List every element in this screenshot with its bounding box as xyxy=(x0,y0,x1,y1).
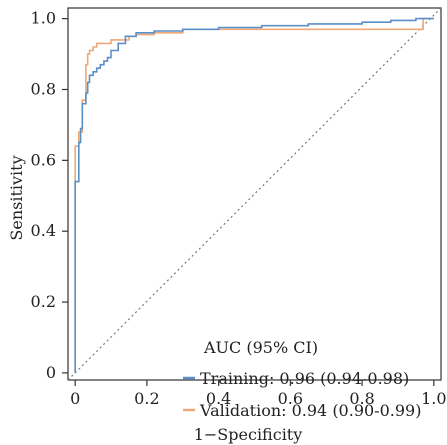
x-tick-label: 0.8 xyxy=(349,389,374,408)
legend-title: AUC (95% CI) xyxy=(203,338,318,357)
reference-diagonal xyxy=(67,7,442,381)
legend-entry-training: Training: 0.96 (0.94-0.98) xyxy=(200,369,409,388)
roc-curve-training xyxy=(74,17,434,373)
x-tick-label: 1.0 xyxy=(421,389,446,408)
x-tick-label: 0.4 xyxy=(206,389,231,408)
y-tick-label: 0.6 xyxy=(31,150,56,169)
y-tick-label: 0.4 xyxy=(31,221,56,240)
y-tick-label: 0 xyxy=(46,363,56,382)
legend: AUC (95% CI) Training: 0.96 (0.94-0.98) … xyxy=(183,338,421,420)
y-axis-title: Sensitivity xyxy=(7,155,26,240)
legend-entry-validation: Validation: 0.94 (0.90-0.99) xyxy=(199,401,421,420)
reference-diagonal-line xyxy=(67,7,442,381)
axes xyxy=(62,7,442,386)
tick-labels: 0 0.2 0.4 0.6 0.8 1.0 0 0.2 0.4 0.6 0.8 1.0 xyxy=(31,9,447,408)
roc-curves xyxy=(74,17,434,373)
plot-frame xyxy=(67,7,442,381)
y-tick-label: 0.8 xyxy=(31,79,56,98)
x-tick-label: 0.2 xyxy=(134,389,159,408)
x-tick-label: 0 xyxy=(70,389,80,408)
y-tick-label: 1.0 xyxy=(31,9,56,28)
x-axis-title: 1−Specificity xyxy=(194,425,303,444)
y-tick-label: 0.2 xyxy=(31,292,56,311)
x-tick-label: 0.6 xyxy=(278,389,303,408)
